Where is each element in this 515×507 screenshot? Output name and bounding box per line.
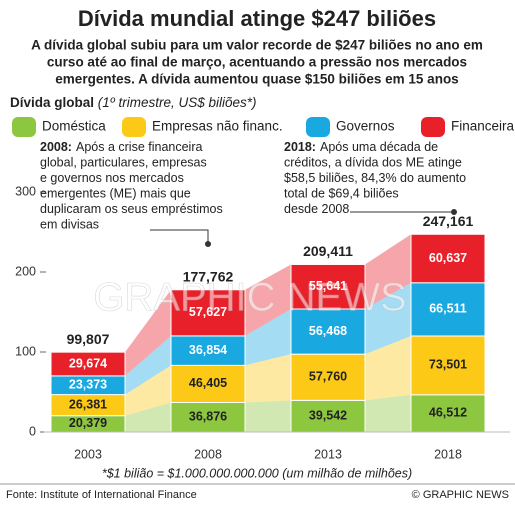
connector-band xyxy=(125,365,171,416)
leader-dot xyxy=(451,209,457,215)
bar-segment xyxy=(410,394,486,433)
annotation-heading: 2008: xyxy=(40,140,72,154)
annotation-line: desde 2008 xyxy=(284,202,349,216)
connector-band xyxy=(245,308,291,366)
bar-segment xyxy=(290,353,366,401)
value-label: 55,641 xyxy=(309,279,347,293)
y-tick-label: 300 xyxy=(15,184,36,198)
bar-segment xyxy=(170,401,246,433)
connector-band xyxy=(245,354,291,403)
connector-band xyxy=(365,335,411,401)
x-tick-label: 2013 xyxy=(314,447,342,461)
connector-band xyxy=(245,400,291,432)
annotation-line: emergentes (ME) mais que xyxy=(40,187,191,201)
leader-dot xyxy=(205,241,211,247)
annotation-line: $58,5 biliões, 84,3% do aumento xyxy=(284,171,466,185)
connector-band xyxy=(245,264,291,336)
chart-title: Dívida mundial atinge $247 biliões xyxy=(78,6,436,31)
leader-line xyxy=(150,229,209,242)
connector-band xyxy=(365,234,411,309)
bar-segment xyxy=(170,289,246,337)
value-label: 29,674 xyxy=(69,356,107,370)
bar-segment xyxy=(50,351,126,377)
annotation: 2008: Após a crise financeira global, part… xyxy=(40,140,223,232)
connector-band xyxy=(125,335,171,395)
legend-swatch xyxy=(12,117,36,137)
value-label: 57,760 xyxy=(309,370,347,384)
value-label: 46,512 xyxy=(429,406,467,420)
legend-label: Empresas não financ. xyxy=(152,119,283,134)
total-label: 209,411 xyxy=(303,243,353,259)
value-label: 20,379 xyxy=(69,416,107,430)
connector-band xyxy=(125,289,171,376)
value-label: 46,405 xyxy=(189,376,227,390)
value-label: 39,542 xyxy=(309,408,347,422)
bar-segment xyxy=(170,364,246,403)
total-label: 247,161 xyxy=(423,213,474,229)
value-label: 60,637 xyxy=(429,251,467,265)
subtitle: emergentes. A dívida aumentou quase $150… xyxy=(55,72,458,87)
annotation-line: Após a crise financeira xyxy=(76,140,203,154)
bar-segment xyxy=(170,335,246,366)
value-label: 73,501 xyxy=(429,358,467,372)
value-label: 36,854 xyxy=(189,343,227,357)
value-label: 26,381 xyxy=(69,397,107,411)
source: Fonte: Institute of International Financ… xyxy=(6,489,197,501)
value-label: 57,627 xyxy=(189,305,227,319)
y-tick-label: 200 xyxy=(15,264,36,278)
legend-label: Financeira xyxy=(451,119,515,134)
subtitle: curso até ao final de março, acentuando … xyxy=(47,55,467,70)
bar-segment xyxy=(290,263,366,310)
axis-note: (1º trimestre, US$ biliões*) xyxy=(98,95,257,110)
legend-label: Governos xyxy=(336,119,395,134)
x-tick-label: 2008 xyxy=(194,447,222,461)
watermark: GRAPHIC NEWS xyxy=(93,276,406,320)
bar-segment xyxy=(290,399,366,433)
annotation-line: Após uma década de xyxy=(320,140,438,154)
annotation-line: duplicaram os seus empréstimos xyxy=(40,202,223,216)
annotation: 2018: Após uma década de créditos, a dívid… xyxy=(284,140,466,216)
x-tick-label: 2018 xyxy=(434,447,462,461)
legend-swatch xyxy=(122,117,146,137)
annotation-line: e governos nos mercados xyxy=(40,171,184,185)
footnote: *$1 bilião = $1.000.000.000.000 (um milh… xyxy=(102,466,412,480)
value-label: 23,373 xyxy=(69,378,107,392)
annotation-line: global, particulares, empresas xyxy=(40,156,207,170)
total-label: 177,762 xyxy=(183,268,234,284)
bar-segment xyxy=(410,233,486,284)
bar-segment xyxy=(410,335,486,396)
value-label: 66,511 xyxy=(429,302,467,316)
bar-segment xyxy=(290,308,366,355)
axis-heading: Dívida global (1º trimestre, US$ biliões… xyxy=(10,95,257,110)
annotation-line: créditos, a dívida dos ME atinge xyxy=(284,156,462,170)
legend-label: Doméstica xyxy=(42,119,106,134)
connector-band xyxy=(365,394,411,432)
legend-swatch xyxy=(306,117,330,137)
axis-title: Dívida global xyxy=(10,95,94,110)
annotation-line: em divisas xyxy=(40,218,99,232)
total-label: 99,807 xyxy=(67,331,110,347)
value-label: 36,876 xyxy=(189,410,227,424)
value-label: 56,468 xyxy=(309,324,347,338)
y-tick-label: 100 xyxy=(15,344,36,358)
connector-band xyxy=(125,402,171,432)
subtitle: A dívida global subiu para um valor reco… xyxy=(31,38,483,53)
legend-swatch xyxy=(421,117,445,137)
x-tick-label: 2003 xyxy=(74,447,102,461)
credit: © GRAPHIC NEWS xyxy=(412,489,509,501)
annotation-line: total de $69,4 biliões xyxy=(284,187,399,201)
connector-band xyxy=(365,282,411,355)
annotation-heading: 2018: xyxy=(284,140,316,154)
y-tick-label: 0 xyxy=(29,424,36,438)
